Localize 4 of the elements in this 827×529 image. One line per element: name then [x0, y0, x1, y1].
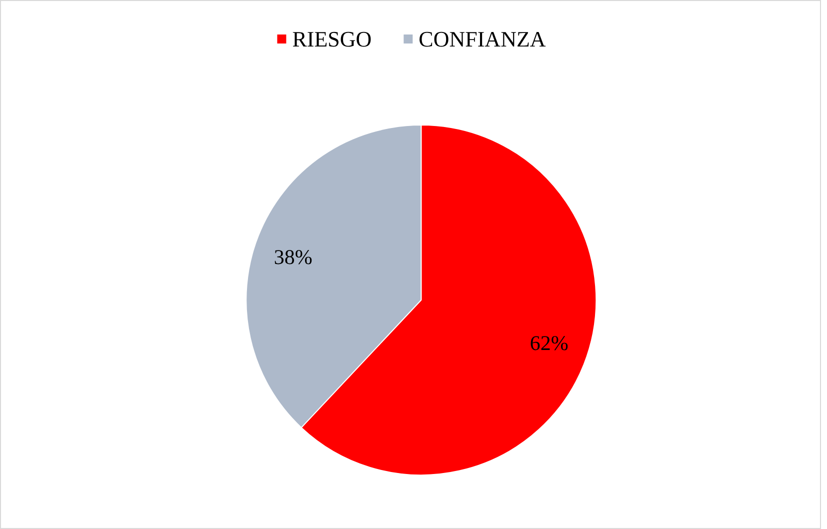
legend-label: CONFIANZA: [418, 26, 546, 52]
data-label: 38%: [274, 244, 312, 269]
data-label: 62%: [530, 331, 568, 356]
legend-label: RIESGO: [292, 26, 372, 52]
